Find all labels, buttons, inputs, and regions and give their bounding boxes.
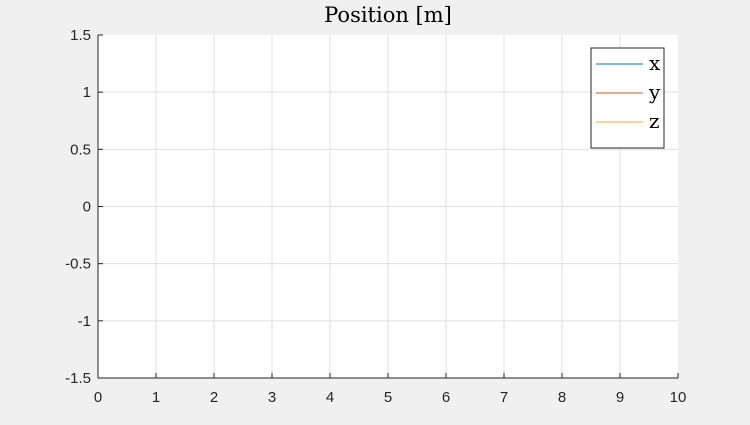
y-tick-label-5: 1 [83,84,91,101]
x-tick-label-2: 2 [210,389,218,406]
x-tick-label-4: 4 [326,389,334,406]
y-tick-label-0: -1.5 [65,370,91,387]
y-tick-label-3: 0 [83,199,91,216]
x-tick-label-8: 8 [558,389,566,406]
x-tick-label-6: 6 [442,389,450,406]
x-tick-label-10: 10 [670,389,687,406]
x-tick-label-0: 0 [94,389,102,406]
x-tick-label-7: 7 [500,389,508,406]
legend-label-z[interactable]: z [649,109,660,133]
legend-box [590,47,665,149]
x-tick-label-3: 3 [268,389,276,406]
y-tick-label-2: -0.5 [65,256,91,273]
x-tick-label-5: 5 [384,389,392,406]
legend[interactable]: xyz [590,47,665,149]
x-tick-label-9: 9 [616,389,624,406]
axes-frame [97,34,679,379]
tick-labels: 0 1 2 3 4 5 6 7 8 9 10 -1.5 -1 -0.5 0 0.5 1 1.5 [65,27,686,406]
legend-label-x[interactable]: x [649,51,661,75]
legend-label-y[interactable]: y [648,80,661,104]
y-tick-label-1: -1 [78,313,91,330]
x-tick-label-1: 1 [152,389,160,406]
y-tick-label-4: 0.5 [70,141,91,158]
chart-title: Position [m] [324,3,452,27]
y-tick-label-6: 1.5 [70,27,91,44]
